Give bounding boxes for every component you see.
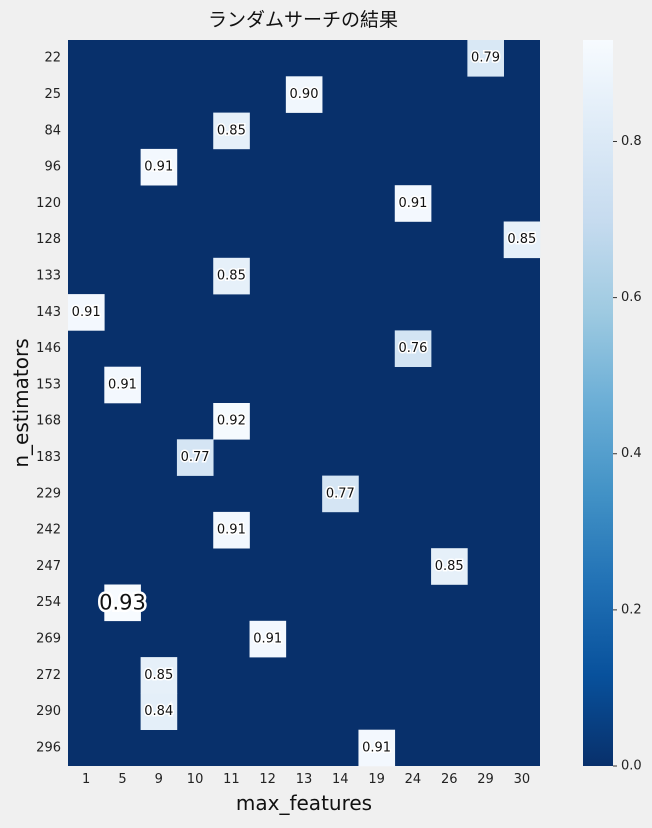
cell-value-label: 0.91 bbox=[253, 631, 282, 646]
y-tick-label: 133 bbox=[36, 268, 61, 283]
colorbar-tick-label: 0.6 bbox=[621, 290, 642, 305]
cell-value-label: 0.77 bbox=[326, 486, 355, 501]
cell-value-label: 0.84 bbox=[144, 704, 173, 719]
chart-title: ランダムサーチの結果 bbox=[208, 9, 398, 31]
heatmap-cell bbox=[104, 584, 141, 622]
y-tick-label: 296 bbox=[36, 740, 61, 755]
x-tick-label: 10 bbox=[187, 772, 204, 787]
heatmap-cell bbox=[213, 511, 250, 549]
heatmap-cell bbox=[213, 257, 250, 295]
y-tick-label: 229 bbox=[36, 486, 61, 501]
heatmap-cell-labels: 0.79 0.90 0.85 0.91 0.91 0.85 0.85 0.91 0.76 0.91… bbox=[70, 49, 538, 757]
x-axis-label: max_features bbox=[236, 791, 372, 815]
heatmap-cell bbox=[140, 657, 178, 694]
cell-value-label: 0.90 bbox=[290, 87, 319, 102]
y-tick-label: 22 bbox=[44, 51, 61, 66]
x-tick-label: 29 bbox=[477, 772, 494, 787]
y-tick-label: 128 bbox=[36, 232, 61, 247]
heatmap-cell bbox=[104, 366, 141, 404]
y-axis-tick-labels: 22 25 84 96 120 128 133 143 146 153 168 183 229 242 24… bbox=[36, 51, 61, 756]
x-tick-label: 11 bbox=[223, 772, 240, 787]
x-tick-label: 30 bbox=[514, 772, 531, 787]
colorbar-tick-label: 0.8 bbox=[621, 134, 642, 149]
cell-value-label: 0.92 bbox=[217, 414, 246, 429]
cell-value-label: 0.85 bbox=[144, 668, 173, 683]
colorbar-tick-labels: 0.0 0.2 0.4 0.6 0.8 bbox=[613, 134, 642, 774]
colorbar-tick-label: 0.4 bbox=[621, 446, 642, 461]
cell-value-label: 0.85 bbox=[217, 268, 246, 283]
y-tick-label: 247 bbox=[36, 559, 61, 574]
colorbar-tick-label: 0.0 bbox=[621, 759, 642, 774]
cell-value-label: 0.91 bbox=[362, 740, 391, 755]
y-tick-label: 254 bbox=[36, 595, 61, 610]
y-tick-label: 143 bbox=[36, 305, 61, 320]
y-tick-label: 120 bbox=[36, 196, 61, 211]
x-tick-label: 24 bbox=[405, 772, 422, 787]
y-tick-label: 84 bbox=[44, 123, 61, 138]
x-tick-label: 5 bbox=[118, 772, 126, 787]
x-tick-label: 19 bbox=[368, 772, 385, 787]
cell-value-label: 0.77 bbox=[181, 450, 210, 465]
heatmap-cell bbox=[467, 40, 504, 77]
heatmap-cell bbox=[431, 548, 468, 585]
heatmap-cell bbox=[394, 185, 432, 222]
cell-value-label: 0.91 bbox=[398, 196, 427, 211]
y-tick-label: 25 bbox=[44, 87, 61, 102]
y-tick-label: 146 bbox=[36, 341, 61, 356]
y-tick-label: 272 bbox=[36, 668, 61, 683]
max-value-label: 0.93 bbox=[99, 591, 146, 615]
heatmap-cell bbox=[249, 620, 287, 658]
heatmap-cell bbox=[176, 439, 214, 476]
cell-value-label: 0.76 bbox=[398, 341, 427, 356]
colorbar bbox=[583, 40, 613, 766]
heatmap-cell bbox=[394, 330, 432, 367]
heatmap-cell bbox=[322, 475, 359, 513]
heatmap-cell bbox=[140, 148, 178, 186]
y-tick-label: 168 bbox=[36, 414, 61, 429]
heatmap-cell bbox=[358, 729, 396, 767]
heatmap-cell bbox=[285, 76, 323, 113]
heatmap-cells bbox=[68, 40, 541, 767]
y-tick-label: 290 bbox=[36, 704, 61, 719]
heatmap-cell bbox=[213, 403, 250, 440]
y-tick-label: 96 bbox=[44, 160, 61, 175]
cell-value-label: 0.85 bbox=[435, 559, 464, 574]
x-tick-label: 9 bbox=[155, 772, 163, 787]
x-tick-label: 26 bbox=[441, 772, 458, 787]
cell-value-label: 0.91 bbox=[72, 305, 101, 320]
cell-value-label: 0.79 bbox=[471, 51, 500, 66]
cell-value-label: 0.91 bbox=[144, 160, 173, 175]
heatmap-cell bbox=[140, 693, 178, 730]
cell-value-label: 0.85 bbox=[507, 232, 536, 247]
cell-value-label: 0.91 bbox=[108, 377, 137, 392]
x-tick-label: 1 bbox=[82, 772, 90, 787]
cell-value-label: 0.85 bbox=[217, 123, 246, 138]
y-tick-label: 183 bbox=[36, 450, 61, 465]
heatmap-cell bbox=[503, 221, 541, 259]
x-tick-label: 14 bbox=[332, 772, 349, 787]
y-tick-label: 269 bbox=[36, 631, 61, 646]
y-tick-label: 242 bbox=[36, 523, 61, 538]
x-axis-tick-labels: 1 5 9 10 11 12 13 14 19 24 26 29 30 bbox=[82, 772, 530, 787]
colorbar-tick-label: 0.2 bbox=[621, 602, 642, 617]
y-axis-label: n_estimators bbox=[9, 338, 33, 467]
x-tick-label: 12 bbox=[259, 772, 276, 787]
heatmap-cell bbox=[213, 112, 250, 150]
cell-value-label: 0.91 bbox=[217, 523, 246, 538]
y-tick-label: 153 bbox=[36, 377, 61, 392]
x-tick-label: 13 bbox=[296, 772, 313, 787]
heatmap-cell bbox=[68, 294, 105, 331]
